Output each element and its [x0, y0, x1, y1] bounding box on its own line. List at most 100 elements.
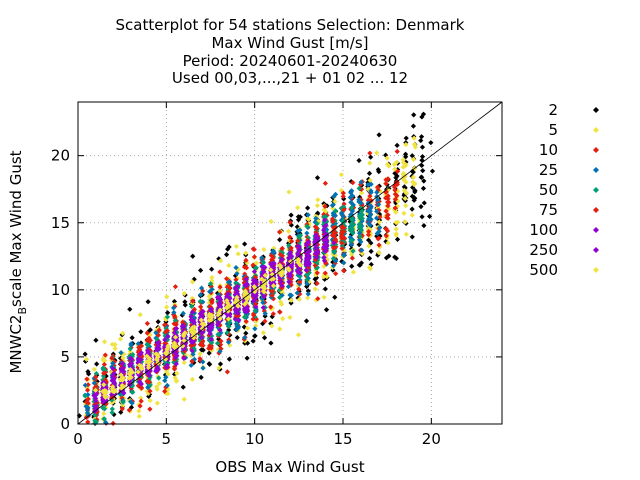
data-point [322, 203, 328, 209]
data-point [304, 283, 310, 290]
data-point [209, 266, 215, 272]
data-point [277, 326, 283, 332]
data-point [241, 335, 248, 341]
data-point [403, 203, 409, 209]
data-point [147, 358, 153, 365]
data-point [199, 330, 205, 336]
data-point [121, 390, 127, 396]
data-point [332, 191, 339, 197]
data-point [376, 250, 382, 256]
data-point [226, 323, 232, 330]
data-point [109, 406, 115, 412]
data-point [206, 350, 212, 356]
data-point [164, 333, 171, 340]
data-point [304, 272, 310, 278]
data-point [93, 370, 99, 377]
data-point [102, 393, 108, 399]
data-point [163, 329, 169, 335]
data-point [303, 318, 310, 324]
data-point [289, 253, 295, 259]
data-point [244, 304, 250, 310]
data-point [112, 342, 118, 348]
data-point [347, 219, 353, 225]
data-point [375, 236, 381, 242]
data-point [119, 406, 125, 412]
data-point [402, 219, 408, 225]
data-point [190, 253, 196, 259]
data-point [358, 226, 364, 232]
data-point [329, 202, 336, 209]
data-point [214, 340, 221, 346]
data-point [144, 342, 151, 348]
data-point [332, 252, 338, 259]
data-point [207, 361, 213, 368]
data-point [226, 244, 232, 250]
x-tick-label: 15 [333, 430, 352, 448]
data-point [138, 395, 144, 401]
data-point [392, 254, 398, 260]
data-point [324, 237, 330, 243]
plot-frame [77, 101, 503, 425]
data-point [262, 272, 268, 279]
data-point [366, 170, 373, 176]
data-point [367, 216, 373, 222]
data-point [162, 377, 168, 384]
data-point [119, 395, 125, 401]
data-point [110, 360, 116, 366]
data-point [270, 255, 276, 261]
data-point [332, 260, 338, 266]
data-point [410, 156, 417, 163]
data-point [154, 384, 160, 390]
data-point [128, 385, 134, 391]
data-point [376, 132, 382, 138]
x-axis-title: OBS Max Wind Gust [215, 458, 364, 476]
data-point [288, 292, 294, 299]
y-tick-label: 20 [51, 147, 70, 165]
x-tick-label: 0 [73, 430, 83, 448]
data-point [306, 221, 312, 227]
data-point [289, 238, 295, 244]
data-point [233, 327, 240, 333]
data-point [383, 255, 390, 261]
data-point [171, 343, 177, 349]
legend-marker-25 [593, 167, 599, 173]
data-point [330, 218, 336, 225]
data-point [421, 178, 427, 184]
data-point [393, 175, 399, 181]
data-point [251, 246, 257, 253]
data-point [121, 384, 127, 390]
data-point [295, 228, 301, 234]
data-point [191, 319, 197, 325]
data-point [243, 330, 249, 336]
legend-marker-5 [593, 127, 599, 133]
data-point [235, 324, 242, 330]
data-point [367, 211, 374, 218]
data-point [235, 266, 241, 273]
legend-label-2: 2 [548, 101, 558, 119]
data-point [339, 229, 345, 236]
title-line-2: Max Wind Gust [m/s] [211, 34, 368, 52]
data-point [296, 296, 303, 303]
data-point [356, 185, 362, 191]
data-point [145, 299, 151, 305]
data-point [111, 411, 117, 418]
data-point [242, 241, 248, 247]
data-point [206, 323, 212, 329]
data-point [165, 360, 171, 366]
data-point [385, 161, 391, 167]
data-point [395, 219, 401, 225]
data-point [164, 362, 170, 368]
data-point [188, 362, 194, 368]
data-point [383, 226, 389, 232]
data-point [401, 187, 407, 194]
data-point [110, 384, 116, 390]
data-point [270, 276, 277, 282]
data-point [418, 174, 424, 180]
data-point [304, 281, 310, 287]
data-point [312, 276, 318, 282]
data-point [182, 302, 188, 308]
data-point [200, 321, 206, 327]
data-point [312, 262, 318, 269]
data-point [305, 212, 311, 218]
data-point [136, 362, 143, 368]
